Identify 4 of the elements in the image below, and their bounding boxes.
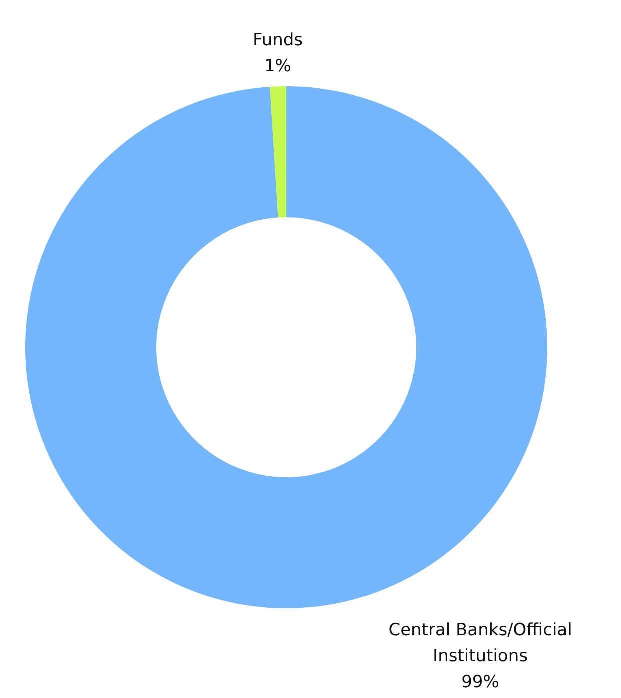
slice-label: Funds: [252, 30, 304, 51]
data-label: 1%: [264, 56, 292, 77]
data-label: 99%: [462, 672, 500, 692]
slice-label: Central Banks/Official Institutions: [388, 620, 572, 666]
